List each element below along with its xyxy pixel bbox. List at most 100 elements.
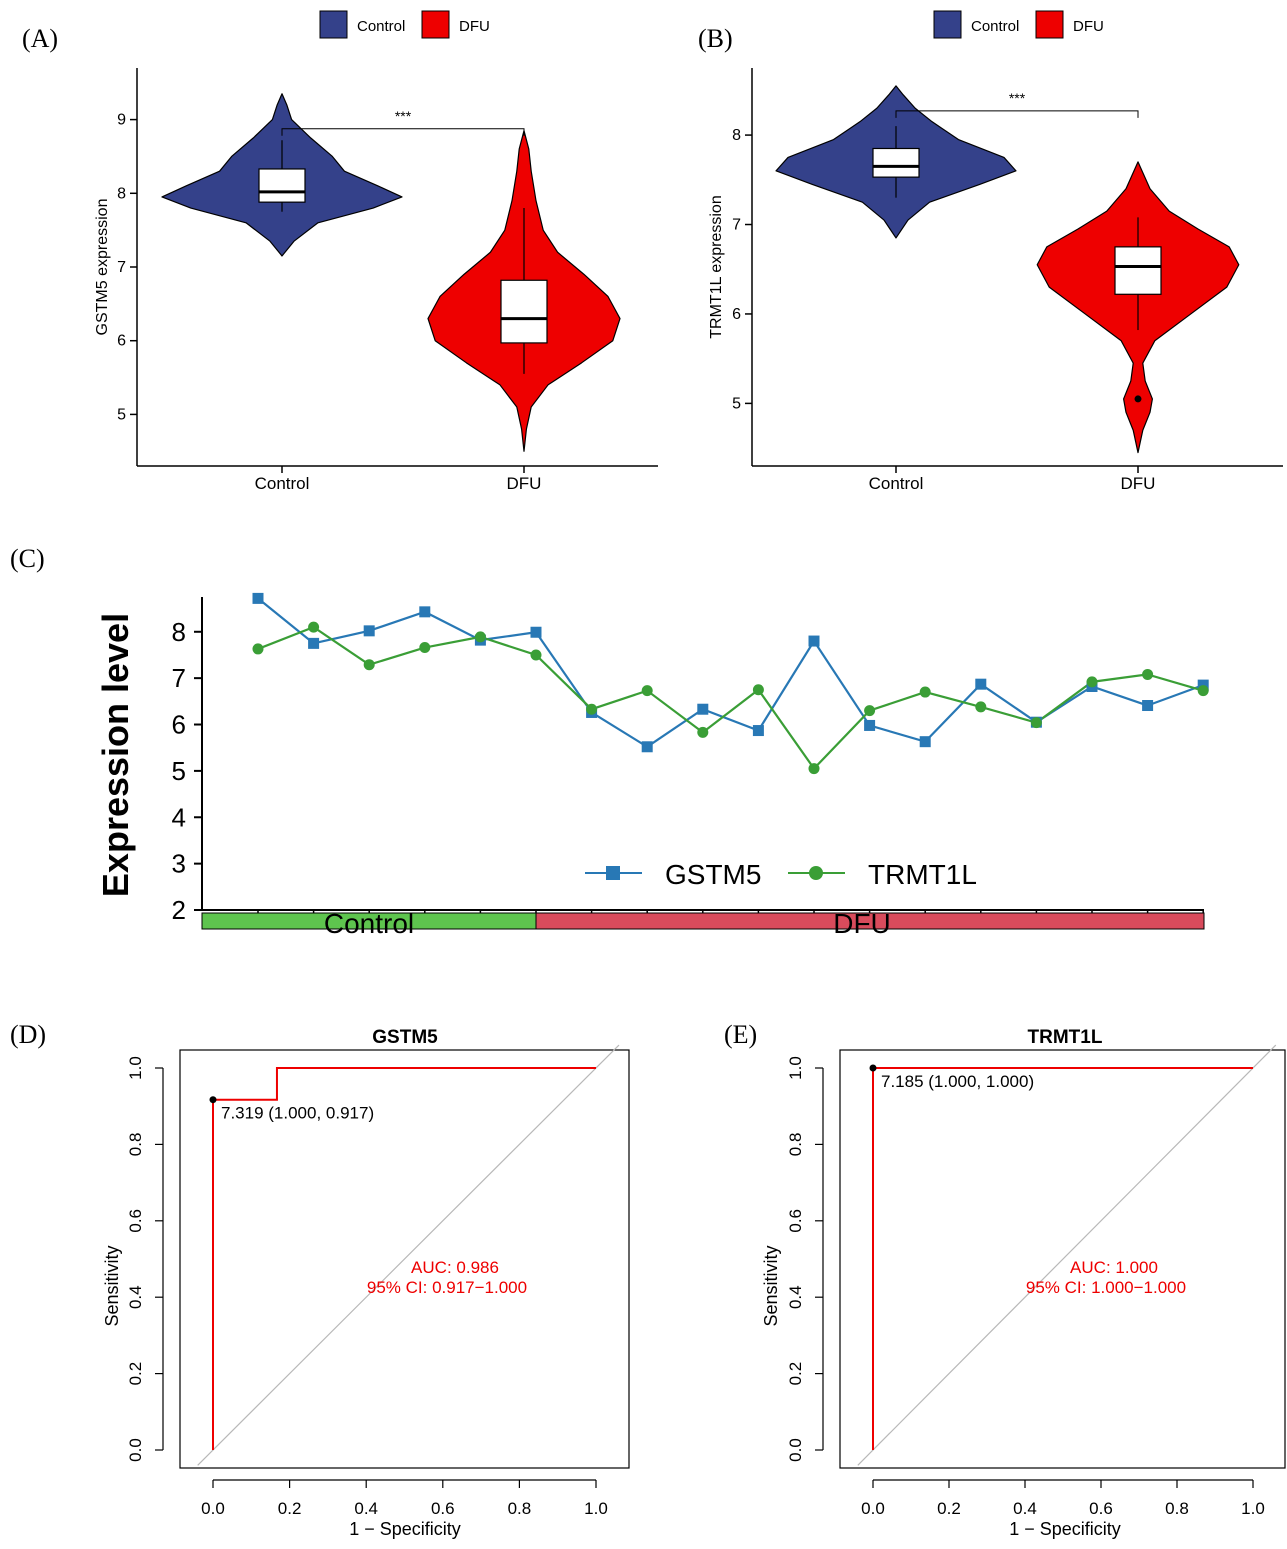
data-point-trmt1l — [530, 649, 542, 661]
box — [872, 147, 920, 178]
data-point-trmt1l — [808, 763, 820, 775]
y-tick-label: 5 — [732, 395, 741, 412]
best-threshold-point — [209, 1096, 217, 1104]
data-point-trmt1l — [252, 643, 264, 655]
y-ticks: 5 6 7 8 — [732, 127, 752, 412]
legend-dfu-swatch — [421, 10, 450, 39]
data-point-gstm5 — [419, 606, 431, 618]
y-tick-label: 1.0 — [786, 1056, 805, 1080]
y-tick-label: 6 — [172, 710, 186, 740]
y-tick-label: 7 — [172, 663, 186, 693]
data-point-trmt1l — [363, 659, 375, 671]
violins: *** — [161, 93, 621, 452]
data-point-gstm5 — [752, 725, 764, 737]
data-point-gstm5 — [919, 736, 931, 748]
plot-frame — [839, 1049, 1286, 1469]
panel-c: (C) 2 3 4 5 6 7 8 Control DFU GSTM5 TRMT1L Expr… — [10, 544, 1209, 939]
data-point-trmt1l — [641, 685, 653, 697]
panel-d: (D) GSTM5 0.0 0.2 0.4 0.6 0.8 1.0 0.0 0.2 0.4 0.6… — [10, 1020, 630, 1539]
y-tick-label: 8 — [172, 617, 186, 647]
data-point-trmt1l — [1197, 685, 1209, 697]
chart-title: GSTM5 — [372, 1027, 438, 1048]
data-point-gstm5 — [363, 625, 375, 637]
x-tick-label: 0.0 — [201, 1499, 225, 1518]
data-point-trmt1l — [864, 705, 876, 717]
x-tick-label: 0.2 — [937, 1499, 961, 1518]
y-tick-label: 1.0 — [126, 1056, 145, 1080]
y-tick-label: 0.2 — [126, 1362, 145, 1386]
y-tick-label: 6 — [117, 333, 126, 350]
data-point-gstm5 — [641, 741, 653, 753]
legend-control-label: Control — [971, 18, 1019, 35]
panel-e-tag: (E) — [724, 1020, 757, 1049]
y-axis-label: Sensitivity — [102, 1245, 122, 1326]
x-tick-label: DFU — [1121, 474, 1156, 493]
y-tick-label: 3 — [172, 849, 186, 879]
data-point-gstm5 — [1142, 700, 1154, 712]
panel-b-legend: Control DFU — [933, 10, 1104, 39]
y-tick-label: 7 — [732, 217, 741, 234]
data-point-trmt1l — [1086, 676, 1098, 688]
axis-ticks: 0.0 0.2 0.4 0.6 0.8 1.0 0.0 0.2 0.4 0.6 0.8 1.0 — [786, 1056, 1265, 1518]
panel-d-tag: (D) — [10, 1020, 46, 1049]
significance-label: *** — [1009, 90, 1026, 106]
y-tick-label: 0.6 — [786, 1209, 805, 1233]
data-point-trmt1l — [1030, 717, 1042, 729]
reference-diagonal — [197, 1044, 620, 1466]
axis-ticks: 0.0 0.2 0.4 0.6 0.8 1.0 0.0 0.2 0.4 0.6 0.8 1.0 — [126, 1056, 608, 1518]
group-bar-dfu — [535, 912, 1205, 930]
group-label-control: Control — [324, 908, 414, 939]
legend-dfu-label: DFU — [1073, 18, 1104, 35]
x-ticks: Control DFU — [869, 466, 1156, 493]
x-ticks: Control DFU — [255, 466, 541, 493]
legend-trmt1l-label: TRMT1L — [868, 859, 977, 890]
y-tick-label: 5 — [117, 406, 126, 423]
y-axis-label: Sensitivity — [761, 1245, 781, 1326]
x-tick-label: 0.8 — [1165, 1499, 1189, 1518]
y-tick-label: 7 — [117, 259, 126, 276]
legend-trmt1l-marker — [809, 866, 823, 880]
y-tick-label: 8 — [117, 185, 126, 202]
legend-dfu-swatch — [1035, 10, 1064, 39]
y-tick-label: 0.8 — [126, 1133, 145, 1157]
x-tick-label: 0.2 — [278, 1499, 302, 1518]
legend-gstm5-label: GSTM5 — [665, 859, 761, 890]
best-threshold-label: 7.319 (1.000, 0.917) — [221, 1104, 374, 1123]
data-point-gstm5 — [864, 719, 876, 731]
box — [258, 168, 306, 203]
panel-e: (E) TRMT1L 0.0 0.2 0.4 0.6 0.8 1.00.00.20.40.… — [724, 1020, 1286, 1539]
panel-b-tag: (B) — [698, 24, 733, 53]
box — [1114, 246, 1162, 295]
y-axis-label: GSTM5 expression — [94, 199, 111, 336]
box — [500, 279, 548, 344]
panel-c-legend: GSTM5 TRMT1L — [585, 859, 977, 890]
data-point-trmt1l — [474, 631, 486, 643]
auc-label: AUC: 1.000 — [1070, 1258, 1158, 1277]
group-bar: Control DFU — [201, 908, 1205, 939]
legend-control-swatch — [933, 10, 962, 39]
y-tick-label: 0.2 — [786, 1362, 805, 1386]
ci-label: 95% CI: 1.000−1.000 — [1026, 1278, 1186, 1297]
x-tick-label: 1.0 — [1241, 1499, 1265, 1518]
chart-title: TRMT1L — [1028, 1027, 1103, 1048]
legend-gstm5-marker — [606, 866, 620, 880]
data-point-trmt1l — [975, 701, 987, 713]
panel-b: (B) Control DFU 5 6 7 8 Control DFU *** TRMT… — [698, 10, 1283, 493]
x-tick-label: Control — [255, 474, 310, 493]
y-tick-label: 0.4 — [786, 1285, 805, 1309]
y-tick-label: 0.6 — [126, 1209, 145, 1233]
panel-a-tag: (A) — [22, 24, 58, 53]
x-tick-label: 0.8 — [508, 1499, 532, 1518]
ci-label: 95% CI: 0.917−1.000 — [367, 1278, 527, 1297]
y-tick-label: 9 — [117, 112, 126, 129]
group-label-dfu: DFU — [833, 908, 891, 939]
x-tick-label: Control — [869, 474, 924, 493]
data-point-gstm5 — [530, 626, 542, 638]
panel-a: (A) Control DFU 5 6 7 8 9 Control DFU *** GST… — [22, 10, 658, 493]
roc-line — [212, 1067, 596, 1450]
data-point-gstm5 — [252, 592, 264, 604]
y-tick-label: 4 — [172, 802, 186, 832]
panel-c-tag: (C) — [10, 544, 45, 573]
data-point-trmt1l — [697, 726, 709, 738]
